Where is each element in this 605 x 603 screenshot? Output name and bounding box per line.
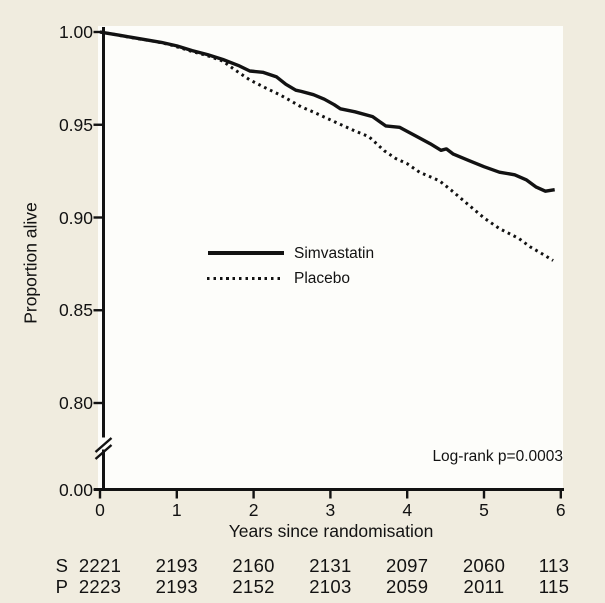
y-axis-break-slash-1 [94,437,113,453]
risk-value-p-4: 2059 [386,576,429,597]
x-tick-label-4: 4 [402,500,413,520]
risk-value-p-1: 2193 [155,576,198,597]
y-tick-label-0.85: 0.85 [58,300,93,321]
risk-value-s-4: 2097 [386,555,429,576]
y-tick-label-1.00: 1.00 [58,22,93,42]
risk-value-s-1: 2193 [155,555,198,576]
legend-line-placebo-icon [207,277,284,280]
risk-value-p-5: 2011 [463,576,505,597]
risk-value-p-0: 2223 [78,576,122,597]
risk-value-s-6: 113 [538,555,570,576]
x-axis-title: Years since randomisation [228,521,434,541]
legend-label-simvastatin: Simvastatin [294,245,375,262]
risk-value-p-3: 2103 [309,576,352,597]
risk-row-label-s: S [55,555,69,576]
risk-value-s-5: 2060 [462,555,506,576]
risk-value-p-6: 115 [538,576,570,597]
legend-line-simvastatin-icon [208,251,284,255]
x-tick-label-1: 1 [171,500,182,520]
series-placebo [99,30,554,262]
legend-label-placebo: Placebo [294,270,351,287]
y-tick-label-0.80: 0.80 [58,393,93,413]
y-tick-label-0.90: 0.90 [58,207,93,228]
x-tick-label-5: 5 [479,500,489,520]
risk-value-p-2: 2152 [232,576,275,597]
x-tick-label-6: 6 [555,500,566,520]
risk-value-s-2: 2160 [232,555,275,576]
y-axis-break-slash-2 [94,444,113,460]
risk-value-s-3: 2131 [309,555,352,576]
logrank-annotation: Log-rank p=0.0003 [432,448,563,465]
y-tick-label-0.95: 0.95 [58,114,93,135]
x-tick-label-3: 3 [325,500,336,520]
x-tick-label-0: 0 [95,500,105,520]
y-tick-label-0.00: 0.00 [58,479,93,500]
series-simvastatin [99,30,555,193]
risk-row-label-p: P [55,576,69,597]
x-tick-label-2: 2 [248,500,259,520]
risk-value-s-0: 2221 [78,555,122,576]
